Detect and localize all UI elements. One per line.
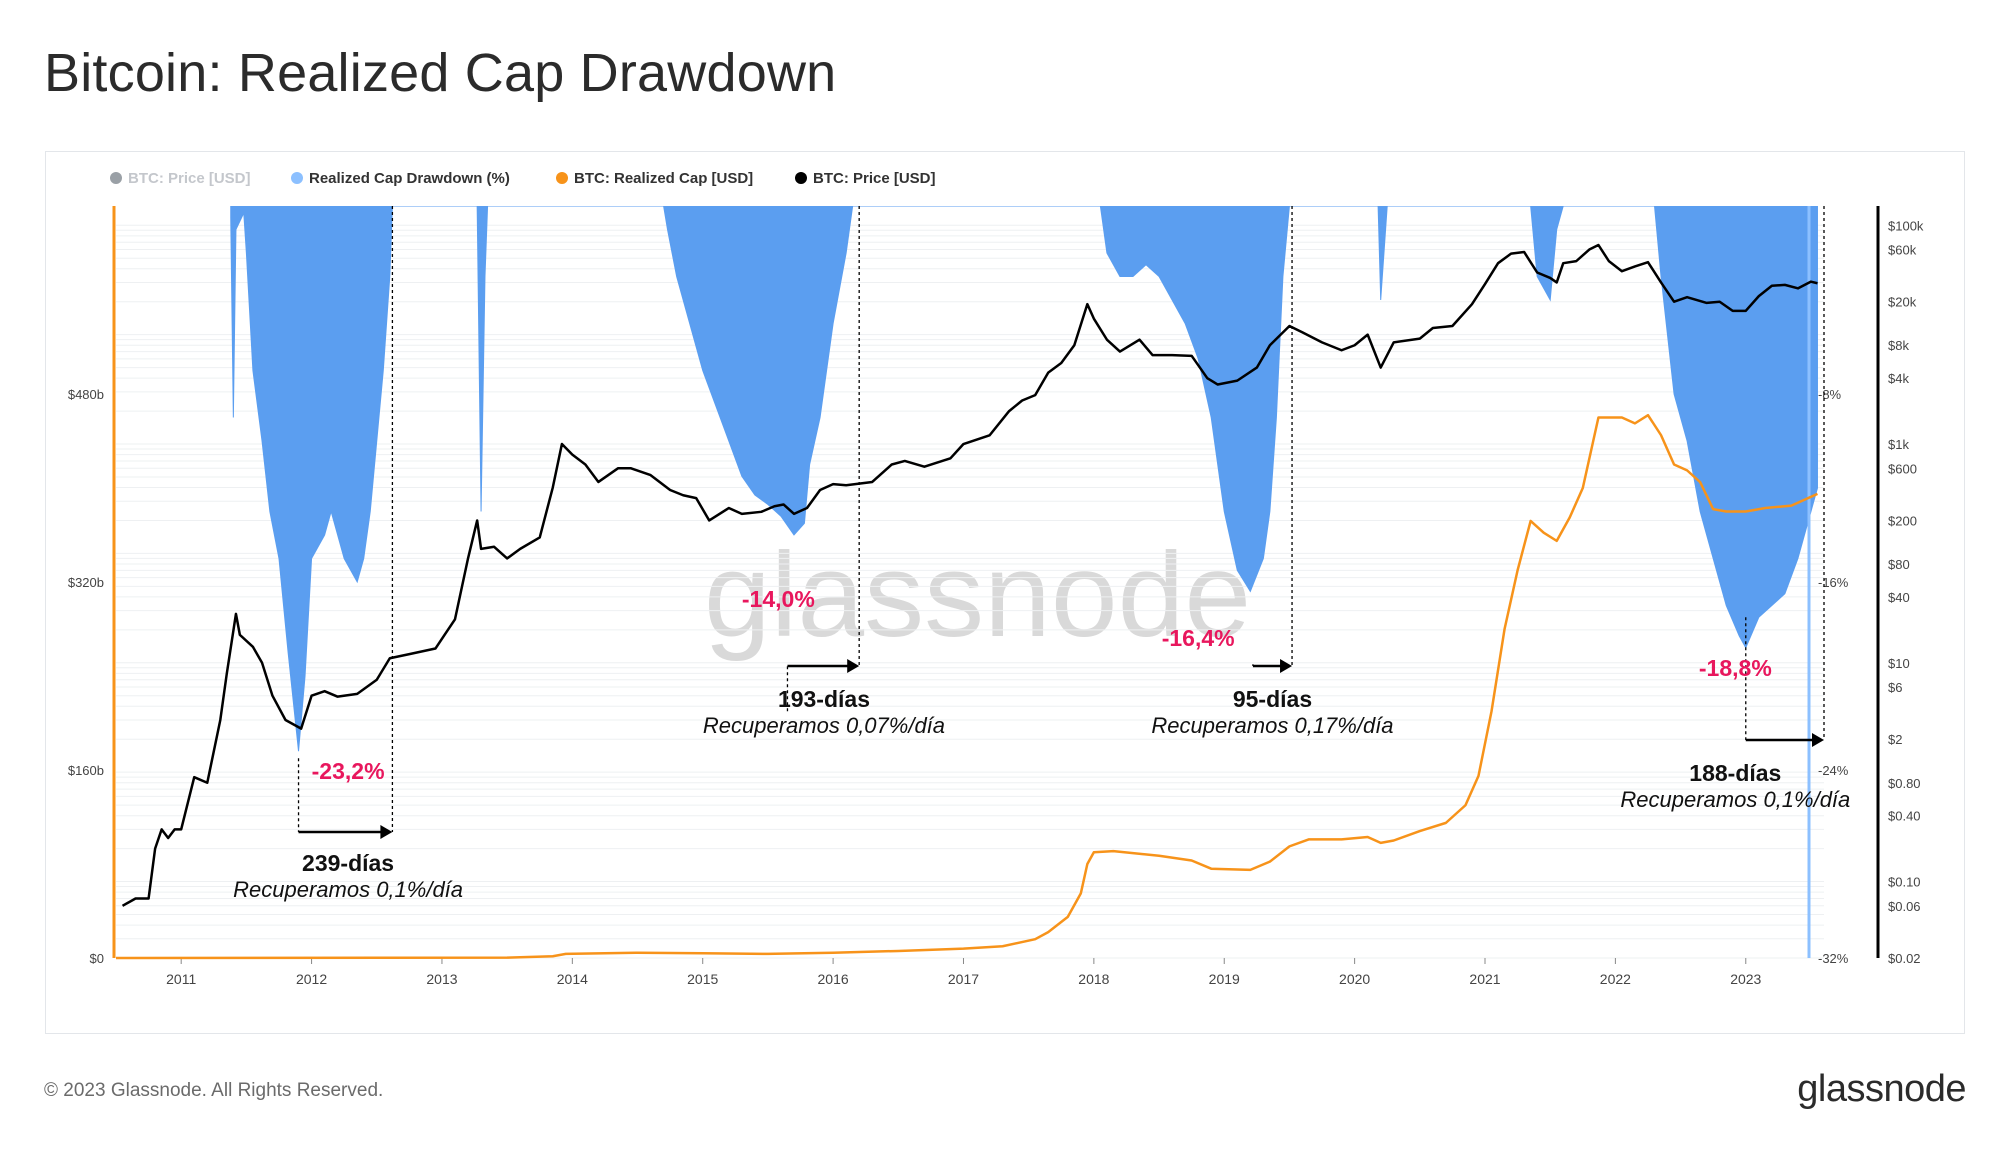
legend-label: BTC: Realized Cap [USD] <box>574 170 753 187</box>
y-drawdown-tick-label: -24% <box>1818 763 1849 778</box>
recovery-rate-label: Recuperamos 0,1%/día <box>1620 787 1850 812</box>
x-tick-label: 2017 <box>948 971 979 987</box>
arrow-head <box>1812 733 1824 747</box>
drawdown-percent-label: -18,8% <box>1699 655 1772 681</box>
drawdown-percent-label: -23,2% <box>312 758 385 784</box>
glassnode-logo: glassnode <box>1797 1068 1966 1110</box>
drawdown-percent-label: -14,0% <box>742 586 815 612</box>
y-price-tick-label: $6 <box>1888 680 1902 695</box>
x-tick-label: 2022 <box>1600 971 1631 987</box>
drawdown-area-layer <box>230 206 1818 752</box>
legend-swatch <box>110 172 122 184</box>
realized-cap-line <box>115 413 1818 960</box>
recovery-days-label: 193-días <box>778 686 870 712</box>
axes: 2011 2012 2013 2014 2015 2016 2017 2018 2019 2020… <box>68 206 1924 987</box>
legend-swatch <box>556 172 568 184</box>
chart-frame: glassnode BTC: Price [USD] Realized Cap D… <box>45 151 1965 1034</box>
y-price-tick-label: $600 <box>1888 461 1917 476</box>
y-price-tick-label: $4k <box>1888 371 1909 386</box>
y-price-tick-label: $0.10 <box>1888 875 1921 890</box>
y-price-tick-label: $80 <box>1888 557 1910 572</box>
x-tick-label: 2011 <box>166 971 196 987</box>
x-tick-label: 2023 <box>1730 971 1761 987</box>
recovery-days-label: 188-días <box>1689 760 1781 786</box>
recovery-rate-label: Recuperamos 0,07%/día <box>703 713 945 738</box>
x-tick-label: 2020 <box>1339 971 1370 987</box>
legend-label: BTC: Price [USD] <box>128 170 251 187</box>
y-drawdown-tick-label: -32% <box>1818 951 1849 966</box>
drawdown-area <box>230 206 1818 752</box>
watermark: glassnode <box>704 528 1251 662</box>
x-tick-label: 2012 <box>296 971 327 987</box>
y-left-tick-label: $320b <box>68 575 104 590</box>
page-title: Bitcoin: Realized Cap Drawdown <box>44 43 837 103</box>
y-price-tick-label: $40 <box>1888 590 1910 605</box>
x-tick-label: 2021 <box>1469 971 1500 987</box>
legend-item[interactable]: BTC: Price [USD] <box>110 170 251 187</box>
y-price-tick-label: $0.80 <box>1888 776 1921 791</box>
realized-cap-layer <box>115 413 1818 960</box>
legend-label: Realized Cap Drawdown (%) <box>309 170 510 187</box>
y-price-tick-label: $8k <box>1888 338 1909 353</box>
arrow-head <box>847 659 860 673</box>
y-price-tick-label: $60k <box>1888 243 1917 258</box>
legend-item[interactable]: BTC: Realized Cap [USD] <box>556 170 753 187</box>
recovery-rate-label: Recuperamos 0,17%/día <box>1151 713 1393 738</box>
x-tick-label: 2015 <box>687 971 718 987</box>
legend-swatch <box>795 172 807 184</box>
legend-label: BTC: Price [USD] <box>813 170 936 187</box>
drawdown-percent-label: -16,4% <box>1162 625 1235 651</box>
y-drawdown-tick-label: -8% <box>1818 387 1842 402</box>
y-price-tick-label: $0.02 <box>1888 951 1921 966</box>
y-price-tick-label: $0.40 <box>1888 809 1921 824</box>
recovery-days-label: 239-días <box>302 850 394 876</box>
y-price-tick-label: $10 <box>1888 656 1910 671</box>
arrow-head <box>380 825 393 839</box>
price-layer <box>121 243 1818 907</box>
x-tick-label: 2018 <box>1078 971 1109 987</box>
y-price-tick-label: $200 <box>1888 513 1917 528</box>
legend-item[interactable]: BTC: Price [USD] <box>795 170 936 187</box>
y-price-tick-label: $2 <box>1888 732 1902 747</box>
recovery-days-label: 95-días <box>1233 686 1312 712</box>
recovery-rate-label: Recuperamos 0,1%/día <box>233 877 463 902</box>
x-tick-label: 2013 <box>426 971 457 987</box>
y-price-tick-label: $20k <box>1888 295 1917 310</box>
legend-swatch <box>291 172 303 184</box>
y-left-tick-label: $0 <box>90 951 104 966</box>
y-left-tick-label: $160b <box>68 763 104 778</box>
footer-copyright: © 2023 Glassnode. All Rights Reserved. <box>44 1080 384 1101</box>
chart-svg: glassnode BTC: Price [USD] Realized Cap D… <box>68 170 1924 987</box>
y-left-tick-label: $480b <box>68 387 104 402</box>
y-price-tick-label: $1k <box>1888 437 1909 452</box>
legend: BTC: Price [USD] Realized Cap Drawdown (%… <box>110 170 936 187</box>
x-tick-label: 2016 <box>818 971 849 987</box>
x-tick-label: 2014 <box>557 971 588 987</box>
gridlines <box>116 224 1824 959</box>
x-tick-label: 2019 <box>1209 971 1240 987</box>
arrow-head <box>1280 659 1293 673</box>
y-drawdown-tick-label: -16% <box>1818 575 1849 590</box>
y-price-tick-label: $0.06 <box>1888 899 1921 914</box>
y-price-tick-label: $100k <box>1888 218 1924 233</box>
price-line <box>121 243 1818 907</box>
legend-item[interactable]: Realized Cap Drawdown (%) <box>291 170 510 187</box>
